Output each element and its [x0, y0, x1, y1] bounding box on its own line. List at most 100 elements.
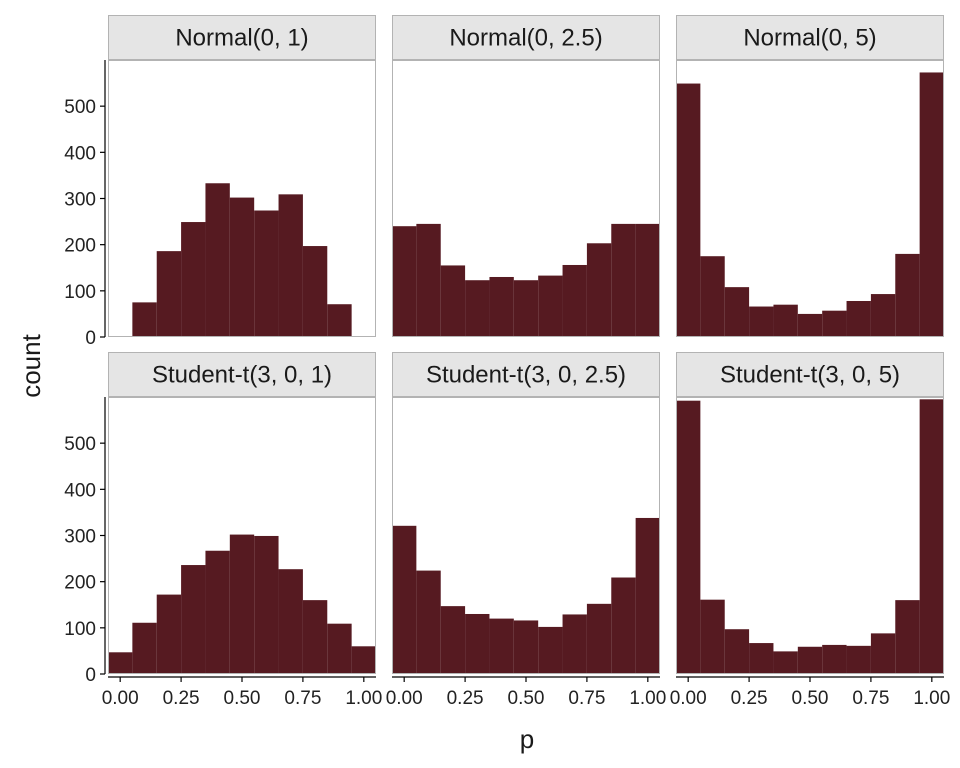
histogram-bar: [700, 599, 725, 674]
x-tick-label: 0.50: [508, 688, 545, 709]
histogram-bar: [440, 265, 466, 337]
y-tick-label: 0: [85, 665, 96, 686]
y-axes-layer: 0 100 200 300 400 500 0 100 200 300 400 500: [64, 60, 106, 686]
histogram-bar: [611, 223, 636, 337]
histogram-bar: [108, 652, 133, 674]
histogram-bar: [611, 577, 636, 674]
facet-strip: [676, 15, 944, 60]
facet-strip: [108, 352, 376, 397]
histogram-bar: [676, 83, 701, 337]
x-tick-label: 0.25: [447, 688, 484, 709]
histogram-bar: [724, 287, 750, 337]
histogram-bar: [538, 275, 563, 337]
histogram-bar: [327, 623, 352, 674]
facet-strip: [108, 15, 376, 60]
histogram-bar: [895, 600, 920, 674]
histogram-bar: [700, 256, 725, 337]
histogram-bar: [635, 223, 660, 337]
histogram-bar: [132, 302, 157, 337]
histogram-bar: [489, 618, 514, 674]
y-tick-label: 400: [64, 143, 96, 164]
x-tick-label: 0.00: [102, 688, 139, 709]
y-tick-label: 300: [64, 527, 96, 548]
histogram-bar: [440, 606, 466, 674]
facet-panel: Student-t(3, 0, 5): [676, 352, 944, 674]
y-tick-label: 500: [64, 434, 96, 455]
histogram-bar: [870, 633, 896, 674]
panel-border: [676, 397, 944, 674]
histogram-bar: [205, 550, 230, 674]
x-tick-label: 0.75: [568, 688, 605, 709]
x-tick-label: 0.50: [792, 688, 829, 709]
histogram-bar: [749, 643, 774, 674]
facet-title: Normal(0, 2.5): [449, 25, 602, 52]
y-tick-label: 100: [64, 282, 96, 303]
histogram-bar: [229, 197, 255, 337]
histogram-bar: [676, 400, 701, 674]
panel-border: [108, 397, 376, 674]
histogram-bar: [416, 223, 441, 337]
y-tick-label: 300: [64, 190, 96, 211]
x-tick-label: 0.00: [386, 688, 423, 709]
facet-panel: Normal(0, 5): [676, 15, 944, 337]
facet-panel: Student-t(3, 0, 2.5): [392, 352, 660, 674]
x-axes-layer: 0.00 0.25 0.50 0.75 1.00 0.00 0.25 0.50 0.75 1.00…: [102, 676, 950, 709]
y-tick-label: 500: [64, 97, 96, 118]
histogram-bar: [254, 210, 279, 337]
facet-title: Student-t(3, 0, 2.5): [426, 362, 626, 389]
facet-title: Student-t(3, 0, 5): [720, 362, 900, 389]
facet-strip: [676, 352, 944, 397]
histogram-bar: [302, 600, 328, 674]
panel-border: [108, 60, 376, 337]
facet-title: Normal(0, 1): [175, 25, 308, 52]
histogram-bar: [562, 614, 587, 674]
histogram-bar: [724, 629, 750, 674]
histogram-bar: [822, 310, 847, 337]
histogram-bar: [392, 525, 417, 674]
histogram-bar: [181, 565, 206, 674]
histogram-bar: [919, 72, 944, 337]
histogram-bar: [254, 535, 279, 674]
x-tick-label: 0.50: [224, 688, 261, 709]
facet-title: Normal(0, 5): [743, 25, 876, 52]
facet-panel: Normal(0, 1): [108, 15, 376, 337]
histogram-bar: [156, 594, 182, 674]
histogram-bar: [773, 651, 798, 674]
x-tick-label: 1.00: [629, 688, 666, 709]
facet-title: Student-t(3, 0, 1): [152, 362, 332, 389]
x-tick-label: 0.00: [670, 688, 707, 709]
histogram-bar: [465, 613, 490, 674]
x-tick-label: 0.25: [731, 688, 768, 709]
histogram-bar: [205, 183, 230, 337]
y-axis-title: count: [16, 333, 46, 397]
facet-panel: Student-t(3, 0, 1): [108, 352, 376, 674]
histogram-bar: [586, 603, 612, 674]
y-tick-label: 0: [85, 328, 96, 349]
histogram-bar: [870, 294, 896, 337]
histogram-bar: [392, 226, 417, 337]
histogram-bar: [822, 644, 847, 674]
panel-border: [676, 60, 944, 337]
x-tick-label: 0.75: [852, 688, 889, 709]
histogram-bar: [465, 280, 490, 337]
histogram-bar: [181, 222, 206, 337]
histogram-bar: [586, 243, 612, 337]
histogram-bar: [229, 534, 255, 674]
panel-border: [392, 397, 660, 674]
panels-layer: Normal(0, 1) Normal(0, 2.5) Normal(0, 5) St…: [108, 15, 944, 674]
histogram-bar: [513, 620, 539, 674]
facet-strip: [392, 352, 660, 397]
y-tick-label: 200: [64, 236, 96, 257]
panel-border: [392, 60, 660, 337]
x-tick-label: 1.00: [345, 688, 382, 709]
histogram-bar: [919, 399, 944, 674]
x-tick-label: 1.00: [913, 688, 950, 709]
histogram-bar: [635, 517, 660, 674]
histogram-bar: [156, 251, 182, 337]
x-tick-label: 0.25: [163, 688, 200, 709]
histogram-bar: [562, 264, 587, 337]
x-tick-label: 0.75: [284, 688, 321, 709]
histogram-bar: [538, 626, 563, 674]
histogram-bar: [489, 276, 514, 337]
